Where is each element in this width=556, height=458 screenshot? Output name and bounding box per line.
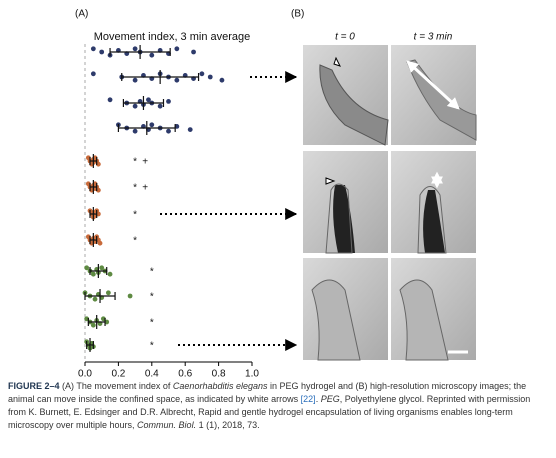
data-point <box>92 296 98 302</box>
caption-text: , Polyethylene glycol. Reprinted with pe… <box>8 394 531 430</box>
caption-text: PEG <box>320 394 340 404</box>
data-point <box>90 46 96 52</box>
x-tick-label: 0.6 <box>178 369 192 378</box>
data-point <box>105 290 111 296</box>
error-bar <box>109 45 171 59</box>
data-point <box>174 77 180 83</box>
figure-label: FIGURE 2–4 <box>8 381 60 391</box>
significance-mark: * <box>150 292 154 303</box>
error-bar <box>87 315 106 329</box>
panel-label: (B) <box>291 9 304 20</box>
x-tick-label: 1.0 <box>245 369 259 378</box>
error-bar <box>89 180 98 194</box>
data-point <box>207 74 213 80</box>
data-point <box>149 122 155 128</box>
significance-mark: + <box>142 157 148 168</box>
caption-text: Commun. Biol. <box>137 420 197 430</box>
data-point <box>199 71 205 77</box>
significance-mark: + <box>142 183 148 194</box>
error-bar <box>86 338 94 352</box>
significance-mark: * <box>133 210 137 221</box>
micrographs <box>303 45 477 361</box>
data-point <box>132 77 138 83</box>
x-tick-label: 0.8 <box>212 369 226 378</box>
data-point <box>132 103 138 109</box>
x-tick-label: 0.0 <box>78 369 92 378</box>
data-point <box>99 265 105 271</box>
error-bar <box>89 207 98 221</box>
significance-mark: * <box>150 318 154 329</box>
data-point <box>174 46 180 52</box>
data-point <box>107 97 113 103</box>
data-point <box>166 128 171 134</box>
caption-text: in PEG hydrogel and (B) high-resolution … <box>8 381 527 404</box>
data-point <box>219 77 225 83</box>
panel-label: (A) <box>75 9 88 20</box>
data-point <box>132 46 138 52</box>
caption-text: (A) The movement index of <box>59 381 173 391</box>
chart-title: Movement index, 3 min average <box>94 31 251 43</box>
data-point <box>84 265 90 271</box>
figure: (A) (B) Movement index, 3 min average t … <box>75 9 477 378</box>
data-point <box>90 271 96 277</box>
data-point <box>127 293 133 299</box>
data-point <box>97 240 103 246</box>
significance-mark: * <box>133 236 137 247</box>
significance-mark: * <box>133 157 137 168</box>
error-bar <box>89 154 98 168</box>
data-point <box>191 49 196 55</box>
significance-mark: * <box>150 341 154 352</box>
error-bar <box>117 121 176 135</box>
data-point <box>157 103 163 109</box>
caption-text: 1 (1), 2018, 73. <box>196 420 260 430</box>
data-point <box>146 97 151 103</box>
error-bar <box>121 70 200 84</box>
error-bar <box>89 233 98 247</box>
pointer-arrows <box>160 71 298 351</box>
data-point <box>166 99 171 104</box>
data-point <box>90 71 96 77</box>
x-tick-label: 0.2 <box>111 369 125 378</box>
data-point <box>187 127 193 132</box>
error-bar <box>84 289 116 303</box>
column-header: t = 3 min <box>414 32 453 43</box>
error-bar <box>89 264 108 278</box>
column-header: t = 0 <box>335 32 355 43</box>
caption-text: Caenorhabditis elegans <box>172 381 268 391</box>
data-point <box>149 52 155 58</box>
data-point <box>107 271 113 277</box>
reference-link[interactable]: [22] <box>300 394 316 404</box>
x-tick-label: 0.4 <box>145 369 159 378</box>
caption-text: . <box>315 394 321 404</box>
data-point <box>90 322 96 328</box>
significance-mark: * <box>150 267 154 278</box>
data-point <box>99 49 105 55</box>
significance-mark: * <box>133 183 137 194</box>
data-point <box>132 128 138 134</box>
caption: FIGURE 2–4 (A) The movement index of Cae… <box>8 380 548 432</box>
error-bar <box>122 96 165 110</box>
